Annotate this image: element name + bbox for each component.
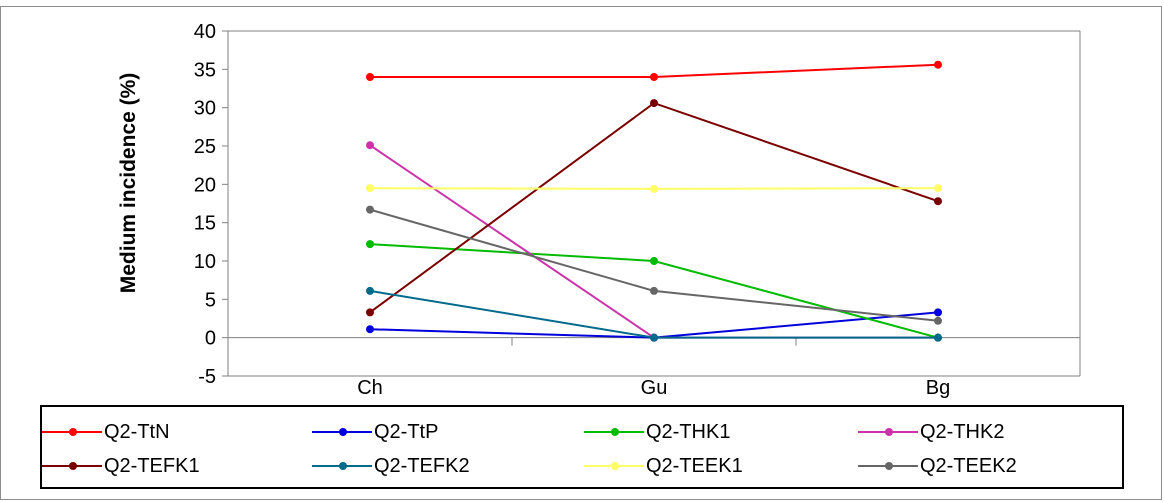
- legend-item: Q2-TEFK1: [42, 451, 200, 481]
- legend-swatch: [312, 462, 372, 470]
- data-point: [934, 333, 942, 342]
- data-point: [366, 308, 374, 317]
- legend-swatch: [584, 462, 644, 470]
- data-point: [934, 60, 942, 69]
- y-tick-label: 10: [194, 251, 216, 273]
- legend-swatch: [858, 462, 918, 470]
- legend-swatch-marker: [339, 462, 347, 470]
- y-tick-label: 15: [194, 213, 216, 235]
- y-tick-label: 40: [194, 21, 216, 43]
- legend-swatch-marker: [885, 428, 893, 436]
- legend-label: Q2-TEEK2: [920, 454, 1017, 477]
- legend-swatch-marker: [69, 428, 77, 436]
- legend-label: Q2-TEEK1: [646, 454, 743, 477]
- data-point: [650, 99, 658, 108]
- legend-swatch-marker: [69, 462, 77, 470]
- data-point: [366, 73, 374, 81]
- y-axis-title: Medium incidence (%): [117, 73, 140, 294]
- y-tick-label: 35: [194, 59, 216, 81]
- legend-label: Q2-TtN: [104, 420, 170, 443]
- legend-swatch-marker: [611, 428, 619, 436]
- legend-label: Q2-THK1: [646, 420, 731, 443]
- y-tick-label: 0: [205, 328, 216, 350]
- legend-item: Q2-TEEK2: [858, 451, 1017, 481]
- data-point: [366, 205, 374, 214]
- series-q2-tefk2: [366, 286, 942, 342]
- data-point: [650, 257, 658, 265]
- data-point: [366, 286, 374, 295]
- legend-label: Q2-THK2: [920, 420, 1005, 443]
- data-point: [650, 333, 658, 342]
- data-point: [934, 316, 942, 325]
- data-point: [934, 197, 942, 206]
- series-q2-ttn: [366, 60, 942, 81]
- data-point: [366, 325, 374, 334]
- legend-label: Q2-TEFK2: [374, 454, 470, 477]
- y-tick-label: 25: [194, 136, 216, 158]
- legend-label: Q2-TEFK1: [104, 454, 200, 477]
- legend-swatch: [42, 462, 102, 470]
- legend: Q2-TtN Q2-TtP Q2-THK1 Q2-THK2 Q2-TEFK1 Q2-TEF…: [40, 405, 1124, 489]
- y-tick-label: 20: [194, 174, 216, 196]
- legend-swatch-marker: [339, 428, 347, 436]
- legend-item: Q2-TEEK1: [584, 451, 743, 481]
- y-tick-label: -5: [198, 366, 216, 388]
- legend-swatch: [312, 428, 372, 436]
- data-point: [934, 184, 942, 193]
- y-tick-label: 30: [194, 98, 216, 120]
- plot-area: -5 0 5 10 15 20 25 30 35 40 Ch Gu Bg Medium incidenc…: [117, 21, 1081, 399]
- data-point: [366, 141, 374, 150]
- y-tick-label: 5: [205, 289, 216, 311]
- legend-swatch: [858, 428, 918, 436]
- legend-swatch-marker: [611, 462, 619, 470]
- x-tick-label: Gu: [641, 377, 668, 399]
- series-q2-teek2: [366, 205, 942, 325]
- series-line: [369, 101, 939, 314]
- series-q2-teek1: [366, 184, 942, 193]
- legend-item: Q2-THK2: [858, 417, 1004, 447]
- data-point: [934, 308, 942, 317]
- legend-item: Q2-TEFK2: [312, 451, 470, 481]
- legend-item: Q2-THK1: [584, 417, 730, 447]
- data-point: [650, 286, 658, 295]
- x-tick-label: Ch: [357, 377, 383, 399]
- data-point: [366, 240, 374, 249]
- series-q2-tefk1: [366, 99, 942, 317]
- legend-label: Q2-TtP: [374, 420, 439, 443]
- series-line: [369, 144, 938, 339]
- legend-item: Q2-TtP: [312, 417, 438, 447]
- data-point: [650, 184, 658, 193]
- x-tick-label: Bg: [926, 377, 950, 399]
- data-point: [366, 184, 374, 193]
- legend-item: Q2-TtN: [42, 417, 170, 447]
- legend-swatch-marker: [885, 462, 893, 470]
- legend-swatch: [584, 428, 644, 436]
- legend-swatch: [42, 428, 102, 436]
- data-point: [650, 73, 658, 81]
